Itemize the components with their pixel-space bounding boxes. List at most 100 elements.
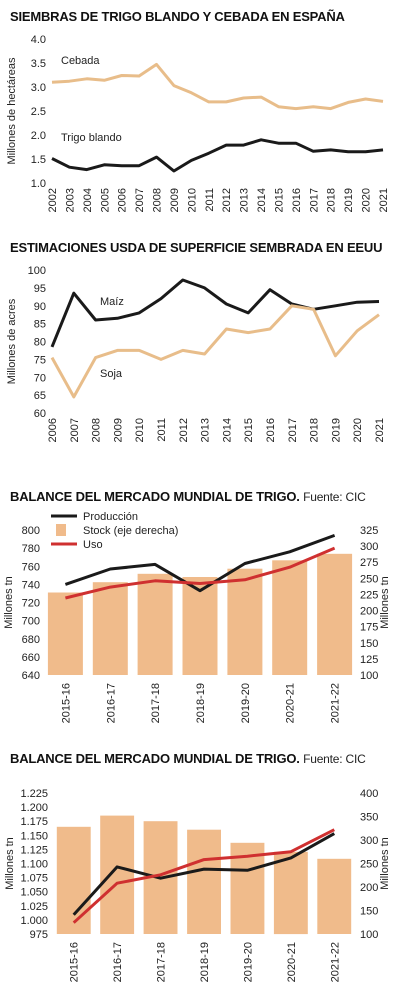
y-tick-label-right: 125: [360, 654, 378, 666]
y-tick-label: 1.0: [31, 178, 46, 190]
y-axis-label: Millones de acres: [6, 298, 18, 384]
x-tick-label: 2015: [243, 418, 255, 442]
y-tick-label-right: 300: [360, 541, 378, 553]
y-tick-label-right: 200: [360, 606, 378, 618]
x-tick-label: 2018-19: [195, 683, 207, 723]
x-tick-label: 2015: [273, 188, 285, 212]
series-line-soja: [50, 304, 380, 399]
y-tick-label: 1.5: [31, 154, 46, 166]
y-tick-label-left: 1.100: [20, 859, 48, 871]
y-tick-label-left: 780: [22, 543, 40, 555]
series-line-uso: [65, 546, 336, 600]
x-tick-label: 2020: [352, 418, 364, 442]
series-line-uso: [72, 828, 335, 924]
x-tick-label: 2018: [309, 418, 321, 442]
x-tick-label: 2020: [361, 188, 373, 212]
x-tick-label: 2003: [64, 188, 76, 212]
y-tick-label-left: 1.150: [20, 830, 48, 842]
y-tick-label-left: 1.225: [20, 788, 48, 800]
bar-stock: [137, 573, 173, 675]
y-tick-label-left: 1.200: [20, 802, 48, 814]
y-tick-label-right: 275: [360, 557, 378, 569]
y-tick-label: 3.0: [31, 82, 46, 94]
y-tick-label-left: 975: [30, 929, 48, 941]
chart-title: SIEMBRAS DE TRIGO BLANDO Y CEBADA EN ESP…: [10, 9, 345, 24]
bar-stock: [227, 568, 263, 675]
bar-stock: [317, 858, 352, 934]
chart-usda-eeuu: 60 65 70 75 80 85 90 95 100 Millones de acres 2006…: [6, 265, 386, 442]
y-tick-label: 2.0: [31, 130, 46, 142]
x-tick-label: 2011: [204, 188, 216, 212]
series-line-cebada: [51, 62, 384, 111]
y-tick-label-left: 740: [22, 579, 40, 591]
x-tick-label: 2006: [117, 188, 129, 212]
x-tick-label: 2011: [156, 418, 168, 442]
y-tick-label-left: 1.125: [20, 844, 48, 856]
y-axis-label: Millones de hectáreas: [6, 57, 18, 165]
y-tick-label-right: 175: [360, 622, 378, 634]
chart-title: ESTIMACIONES USDA DE SUPERFICIE SEMBRADA…: [10, 240, 383, 255]
series-line-producción: [64, 533, 336, 593]
x-tick-label: 2013: [239, 188, 251, 212]
x-tick-label: 2017-18: [150, 683, 162, 723]
legend-label: Producción: [83, 511, 138, 523]
y-tick-label: 80: [34, 337, 46, 349]
y-tick-label: 3.5: [31, 58, 46, 70]
x-tick-label: 2017: [287, 418, 299, 442]
y-tick-label: 70: [34, 372, 46, 384]
x-tick-label: 2007: [134, 188, 146, 212]
y-tick-label-right: 400: [360, 788, 378, 800]
series-line-maíz: [50, 278, 380, 348]
x-tick-label: 2021-22: [329, 942, 341, 982]
x-tick-label: 2006: [47, 418, 59, 442]
y-tick-label-right: 350: [360, 812, 378, 824]
y-tick-label-right: 300: [360, 835, 378, 847]
bar-stock: [47, 592, 83, 675]
x-tick-label: 2010: [134, 418, 146, 442]
chart-panel-siembras-espana: SIEMBRAS DE TRIGO BLANDO Y CEBADA EN ESP…: [0, 0, 400, 230]
x-tick-label: 2019-20: [242, 942, 254, 982]
legend-swatch: [56, 524, 66, 536]
y-tick-label-left: 800: [22, 525, 40, 537]
y-tick-label-left: 680: [22, 634, 40, 646]
x-tick-label: 2013: [200, 418, 212, 442]
chart-panel-balance-mundial-1: BALANCE DEL MERCADO MUNDIAL DE TRIGO. Fu…: [0, 480, 400, 740]
x-tick-label: 2017: [308, 188, 320, 212]
x-tick-label: 2020-21: [286, 942, 298, 982]
chart-panel-usda-eeuu: ESTIMACIONES USDA DE SUPERFICIE SEMBRADA…: [0, 230, 400, 480]
x-tick-label: 2009: [169, 188, 181, 212]
y-tick-label-left: 660: [22, 652, 40, 664]
y-tick-label: 65: [34, 390, 46, 402]
y-tick-label-left: 1.000: [20, 915, 48, 927]
x-tick-label: 2010: [186, 188, 198, 212]
y-tick-label: 75: [34, 354, 46, 366]
x-tick-label: 2008: [91, 418, 103, 442]
x-tick-label: 2012: [221, 188, 233, 212]
chart-source: Fuente: CIC: [303, 752, 366, 766]
chart-source: Fuente: CIC: [303, 490, 366, 504]
x-tick-label: 2007: [69, 418, 81, 442]
chart-balance-mundial-1: 640 660 680 700 720 740 760 780 800 100 125 150 175 2…: [3, 511, 391, 723]
y-tick-label: 100: [28, 265, 46, 277]
y-tick-label-right: 225: [360, 589, 378, 601]
y-tick-label-right: 150: [360, 638, 378, 650]
bar-stock: [187, 829, 221, 934]
x-tick-label: 2018: [326, 188, 338, 212]
bar-stock: [273, 851, 308, 935]
chart-siembras-espana: 1.0 1.5 2.0 2.5 3.0 3.5 4.0 Millones de hectáre…: [6, 34, 390, 212]
y-tick-label-right: 325: [360, 525, 378, 537]
y-tick-label: 4.0: [31, 34, 46, 46]
y-tick-label: 85: [34, 319, 46, 331]
y-axis-label-right: Millones tn: [379, 576, 391, 629]
bar-stock: [182, 577, 218, 675]
y-tick-label-right: 200: [360, 882, 378, 894]
chart-title-main: BALANCE DEL MERCADO MUNDIAL DE TRIGO.: [10, 489, 300, 504]
legend-label: Uso: [83, 539, 103, 551]
y-tick-label-right: 250: [360, 573, 378, 585]
x-tick-label: 2004: [82, 188, 94, 212]
y-axis-label-left: Millones tn: [4, 837, 16, 890]
x-tick-label: 2021-22: [330, 683, 342, 723]
x-tick-label: 2021: [374, 418, 386, 442]
bar-stock: [272, 560, 308, 675]
y-tick-label-left: 1.050: [20, 887, 48, 899]
